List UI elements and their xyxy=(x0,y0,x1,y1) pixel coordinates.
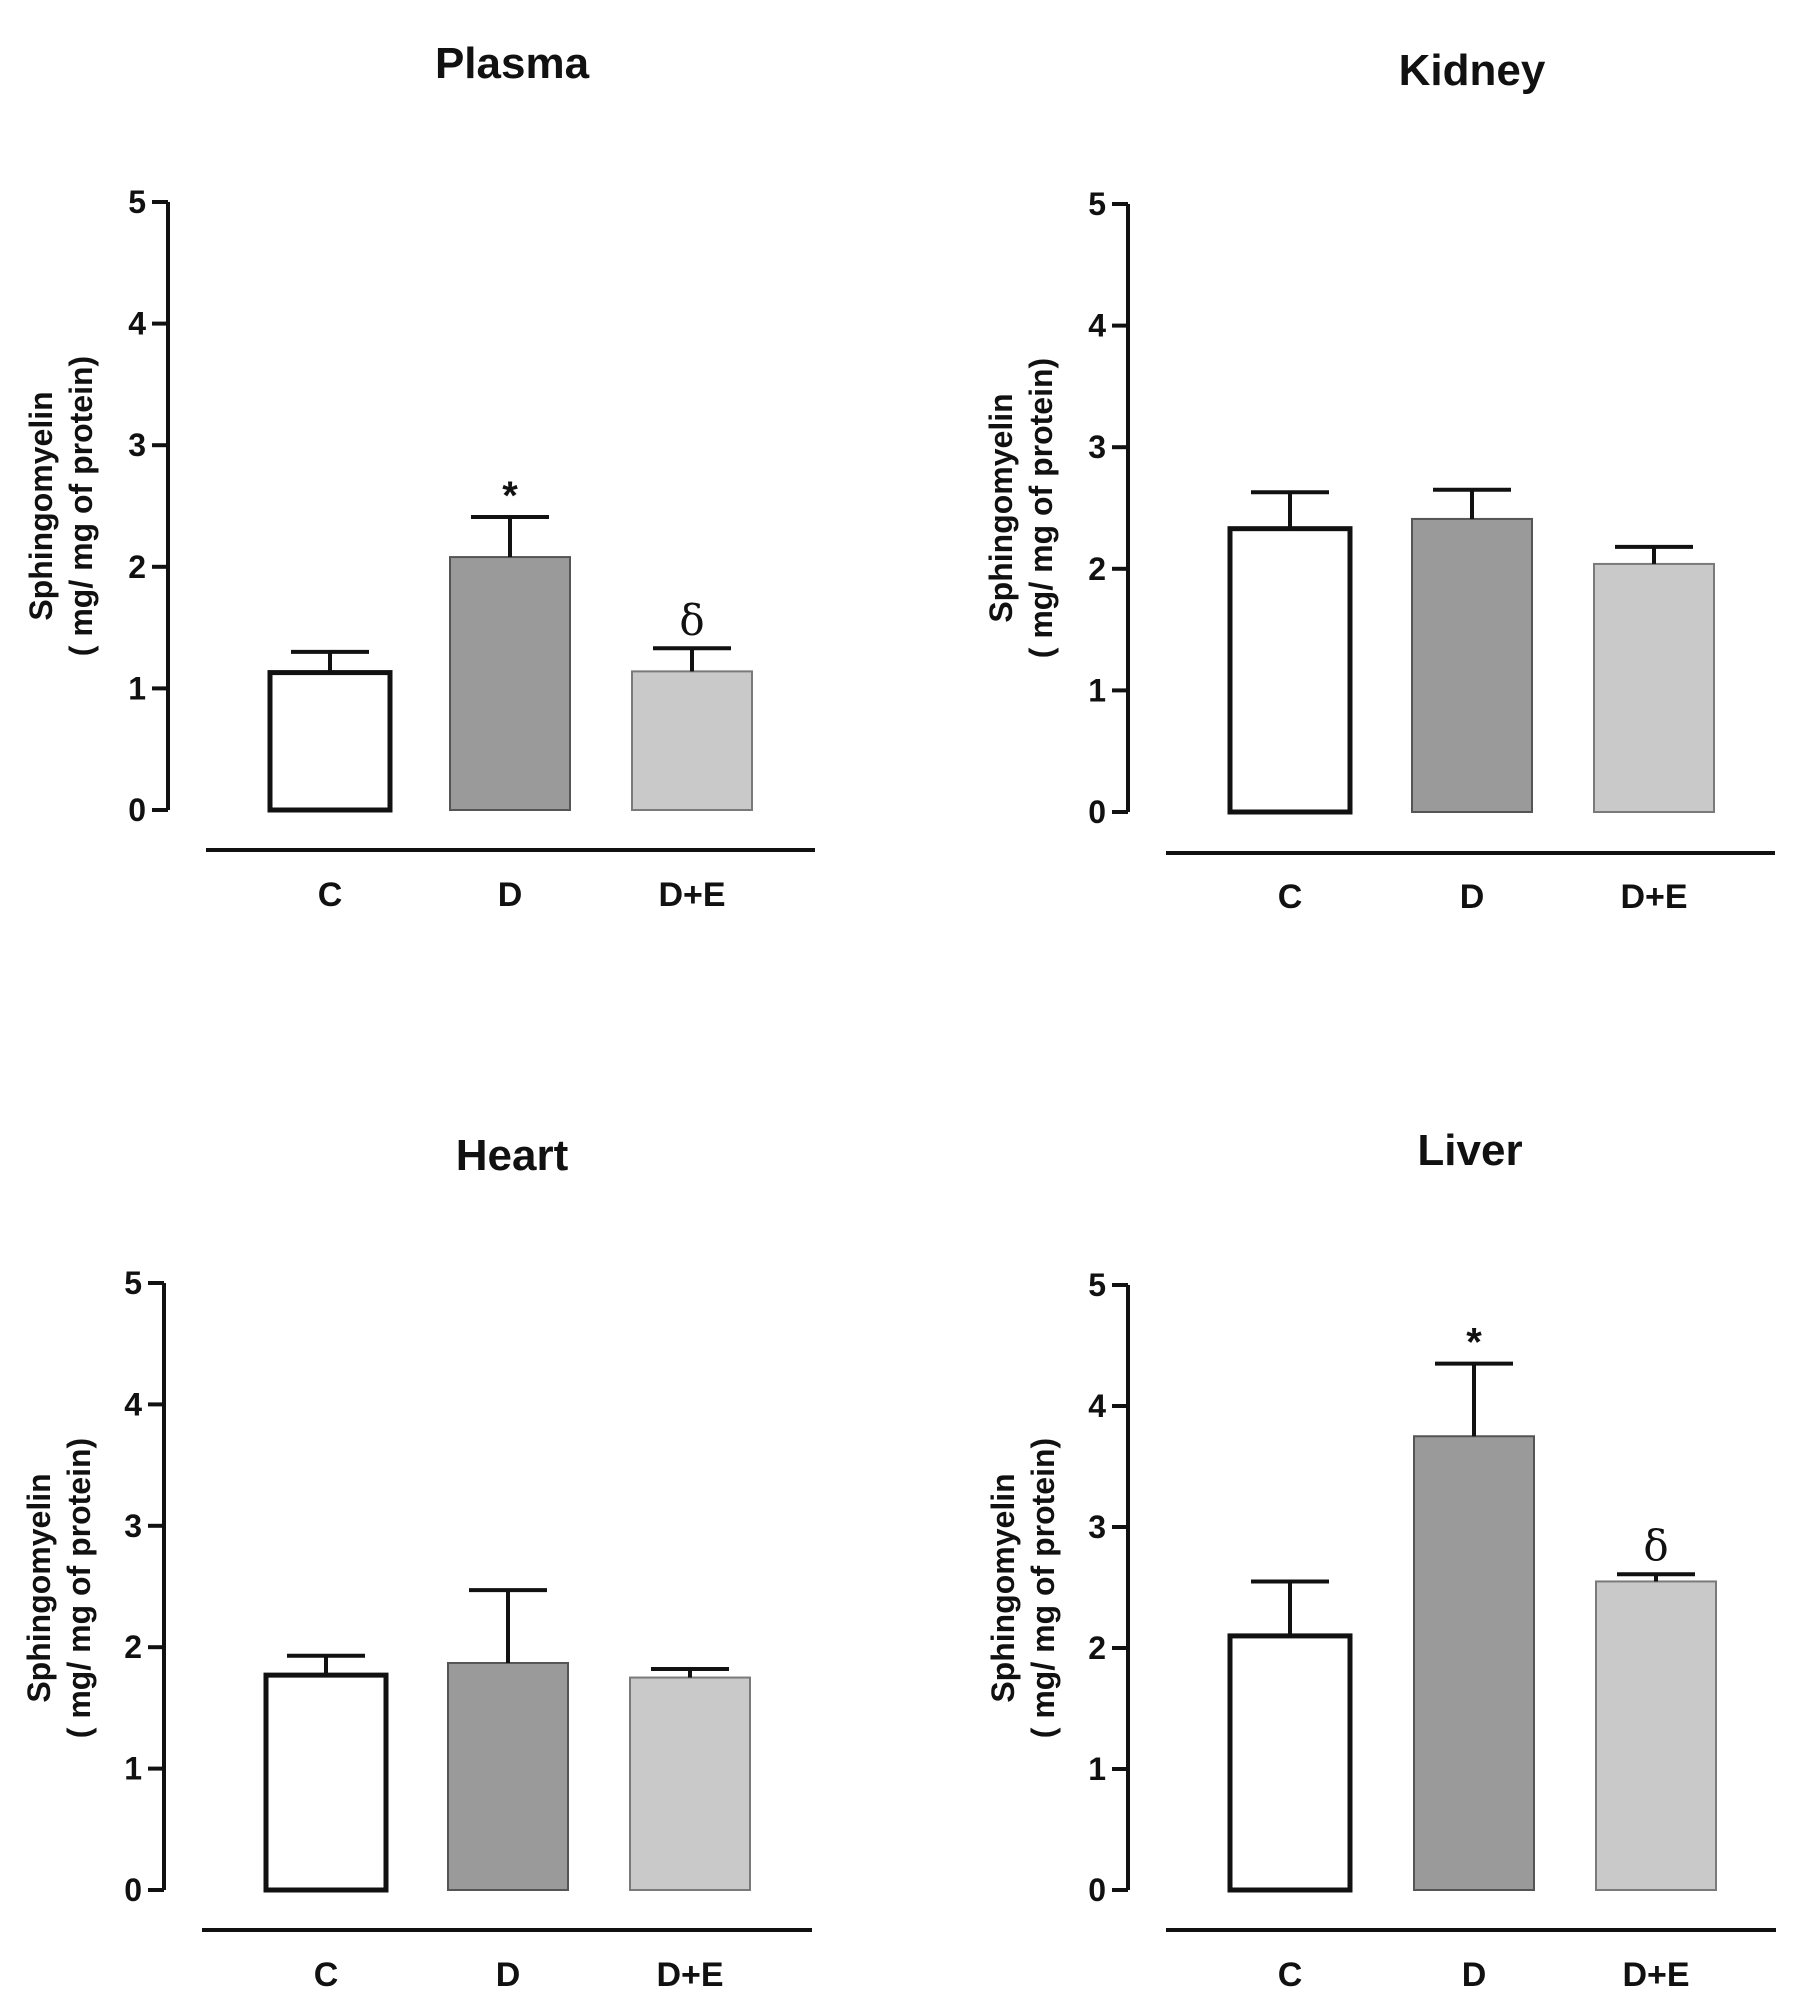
y-tick-label: 0 xyxy=(124,1872,142,1908)
category-label: D xyxy=(496,1956,521,1994)
bar-c xyxy=(1227,1633,1353,1893)
y-tick-label: 1 xyxy=(124,1751,142,1787)
panel-title: Liver xyxy=(1417,1126,1522,1175)
y-tick-label: 4 xyxy=(1088,1388,1106,1424)
y-axis-label-line: Sphingomyelin xyxy=(983,393,1019,622)
y-tick-label: 3 xyxy=(1088,429,1106,465)
category-label: C xyxy=(318,876,343,914)
category-label: D+E xyxy=(1622,1956,1689,1994)
category-label: C xyxy=(314,1956,339,1994)
category-label: D xyxy=(1462,1956,1487,1994)
panel-heart: Heart Sphingomyelin( mg/ mg of protein) 0 1… xyxy=(21,1131,812,1994)
y-tick-label: 5 xyxy=(1088,1267,1106,1303)
panel-title: Heart xyxy=(456,1131,569,1180)
y-tick-label: 4 xyxy=(1088,308,1106,344)
y-tick-label: 5 xyxy=(1088,186,1106,222)
bar-c xyxy=(267,670,393,813)
bar-d xyxy=(447,1661,569,1892)
y-axis-label-line: Sphingomyelin xyxy=(23,391,59,620)
bar-c xyxy=(1227,526,1353,815)
panel-kidney: Kidney Sphingomyelin( mg/ mg of protein) 0… xyxy=(983,46,1775,916)
y-axis-label-line: Sphingomyelin xyxy=(21,1473,57,1702)
y-tick-label: 0 xyxy=(128,792,146,828)
panel-liver: Liver Sphingomyelin( mg/ mg of protein) 0 1… xyxy=(985,1126,1776,1994)
significance-star: * xyxy=(1466,1321,1482,1365)
y-axis-label-line: ( mg/ mg of protein) xyxy=(1023,358,1059,658)
category-label: D+E xyxy=(658,876,725,914)
category-label: D xyxy=(1460,878,1485,916)
y-tick-label: 2 xyxy=(124,1629,142,1665)
y-axis-label: Sphingomyelin( mg/ mg of protein) xyxy=(985,1438,1061,1738)
y-axis-label: Sphingomyelin( mg/ mg of protein) xyxy=(21,1438,97,1738)
y-tick-label: 0 xyxy=(1088,794,1106,830)
bar-d-plus-e xyxy=(631,670,753,811)
significance-delta: δ xyxy=(679,595,704,644)
category-label: D xyxy=(498,876,523,914)
y-tick-label: 1 xyxy=(1088,1751,1106,1787)
bar-d-plus-e xyxy=(1595,1580,1717,1891)
bar-c xyxy=(263,1672,389,1893)
bar-d xyxy=(1413,1435,1535,1891)
y-tick-label: 1 xyxy=(1088,672,1106,708)
y-tick-label: 4 xyxy=(128,306,146,342)
y-tick-label: 1 xyxy=(128,670,146,706)
significance-delta: δ xyxy=(1643,1521,1668,1570)
y-tick-label: 3 xyxy=(124,1508,142,1544)
y-axis-label-line: ( mg/ mg of protein) xyxy=(63,356,99,656)
panel-plasma: Plasma Sphingomyelin( mg/ mg of protein) 0… xyxy=(23,39,815,914)
y-tick-label: 2 xyxy=(1088,551,1106,587)
category-label: D+E xyxy=(1620,878,1687,916)
bar-d xyxy=(449,556,571,812)
category-label: C xyxy=(1278,878,1303,916)
significance-star: * xyxy=(502,474,518,518)
y-axis-label-line: ( mg/ mg of protein) xyxy=(1025,1438,1061,1738)
panel-title: Plasma xyxy=(435,39,590,88)
y-tick-label: 0 xyxy=(1088,1872,1106,1908)
y-tick-label: 3 xyxy=(128,427,146,463)
y-axis-label: Sphingomyelin( mg/ mg of protein) xyxy=(23,356,99,656)
y-axis-label-line: ( mg/ mg of protein) xyxy=(61,1438,97,1738)
bar-d-plus-e xyxy=(629,1676,751,1892)
y-tick-label: 2 xyxy=(1088,1630,1106,1666)
y-tick-label: 4 xyxy=(124,1386,142,1422)
bar-d-plus-e xyxy=(1593,562,1715,813)
y-tick-label: 2 xyxy=(128,549,146,585)
bar-d xyxy=(1411,517,1533,813)
category-label: C xyxy=(1278,1956,1303,1994)
panel-title: Kidney xyxy=(1399,46,1546,95)
y-axis-label: Sphingomyelin( mg/ mg of protein) xyxy=(983,358,1059,658)
category-label: D+E xyxy=(656,1956,723,1994)
y-tick-label: 3 xyxy=(1088,1509,1106,1545)
y-tick-label: 5 xyxy=(124,1265,142,1301)
y-tick-label: 5 xyxy=(128,184,146,220)
y-axis-label-line: Sphingomyelin xyxy=(985,1473,1021,1702)
